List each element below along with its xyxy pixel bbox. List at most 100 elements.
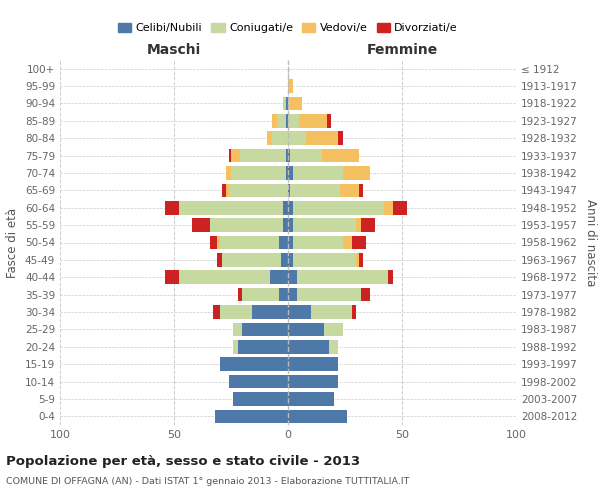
Bar bbox=[343, 236, 352, 250]
Bar bbox=[165, 201, 179, 214]
Bar bbox=[288, 96, 290, 110]
Bar bbox=[288, 305, 311, 319]
Bar bbox=[288, 358, 338, 371]
Bar bbox=[325, 322, 343, 336]
Bar bbox=[272, 114, 277, 128]
Text: Femmine: Femmine bbox=[367, 42, 437, 56]
Bar bbox=[286, 114, 288, 128]
Bar bbox=[288, 149, 290, 162]
Bar bbox=[192, 218, 211, 232]
Bar bbox=[231, 166, 286, 180]
Bar bbox=[359, 184, 363, 197]
Bar bbox=[213, 305, 220, 319]
Bar bbox=[288, 80, 293, 93]
Bar bbox=[283, 201, 288, 214]
Bar bbox=[299, 114, 327, 128]
Bar bbox=[220, 358, 288, 371]
Bar bbox=[268, 132, 272, 145]
Bar bbox=[297, 288, 361, 302]
Bar bbox=[288, 340, 329, 353]
Bar bbox=[293, 201, 384, 214]
Bar bbox=[222, 253, 281, 266]
Bar bbox=[288, 166, 293, 180]
Bar bbox=[327, 114, 331, 128]
Bar bbox=[283, 96, 286, 110]
Bar bbox=[233, 392, 288, 406]
Bar bbox=[293, 236, 343, 250]
Bar bbox=[272, 132, 288, 145]
Bar bbox=[290, 149, 322, 162]
Bar bbox=[288, 218, 293, 232]
Bar bbox=[220, 236, 279, 250]
Bar bbox=[356, 218, 361, 232]
Bar bbox=[286, 149, 288, 162]
Bar bbox=[290, 184, 340, 197]
Bar bbox=[179, 270, 270, 284]
Bar bbox=[222, 184, 226, 197]
Legend: Celibi/Nubili, Coniugati/e, Vedovi/e, Divorziati/e: Celibi/Nubili, Coniugati/e, Vedovi/e, Di… bbox=[113, 18, 463, 38]
Bar bbox=[226, 184, 229, 197]
Bar bbox=[306, 132, 338, 145]
Bar bbox=[220, 305, 251, 319]
Bar bbox=[242, 322, 288, 336]
Bar bbox=[322, 149, 359, 162]
Bar bbox=[288, 132, 306, 145]
Bar bbox=[233, 322, 242, 336]
Bar bbox=[238, 288, 242, 302]
Bar bbox=[361, 218, 374, 232]
Bar bbox=[288, 322, 325, 336]
Bar bbox=[329, 340, 338, 353]
Bar bbox=[288, 253, 293, 266]
Bar bbox=[233, 340, 238, 353]
Bar bbox=[226, 166, 231, 180]
Bar bbox=[384, 201, 393, 214]
Bar bbox=[359, 253, 363, 266]
Bar bbox=[231, 149, 240, 162]
Bar bbox=[352, 305, 356, 319]
Bar bbox=[293, 253, 356, 266]
Bar bbox=[277, 114, 286, 128]
Bar bbox=[240, 149, 286, 162]
Text: COMUNE DI OFFAGNA (AN) - Dati ISTAT 1° gennaio 2013 - Elaborazione TUTTITALIA.IT: COMUNE DI OFFAGNA (AN) - Dati ISTAT 1° g… bbox=[6, 478, 409, 486]
Text: Popolazione per età, sesso e stato civile - 2013: Popolazione per età, sesso e stato civil… bbox=[6, 455, 360, 468]
Bar bbox=[343, 166, 370, 180]
Bar bbox=[288, 288, 297, 302]
Bar bbox=[251, 305, 288, 319]
Bar bbox=[288, 201, 293, 214]
Bar bbox=[281, 253, 288, 266]
Bar bbox=[270, 270, 288, 284]
Bar bbox=[288, 236, 293, 250]
Bar bbox=[290, 96, 302, 110]
Bar bbox=[165, 270, 179, 284]
Bar bbox=[356, 253, 359, 266]
Bar bbox=[217, 253, 222, 266]
Bar bbox=[238, 340, 288, 353]
Bar bbox=[288, 114, 299, 128]
Bar bbox=[229, 375, 288, 388]
Bar bbox=[211, 236, 217, 250]
Bar bbox=[311, 305, 352, 319]
Bar bbox=[340, 184, 359, 197]
Text: Maschi: Maschi bbox=[147, 42, 201, 56]
Bar bbox=[217, 236, 220, 250]
Bar bbox=[229, 184, 288, 197]
Bar bbox=[352, 236, 365, 250]
Bar bbox=[286, 96, 288, 110]
Bar bbox=[242, 288, 279, 302]
Bar bbox=[293, 218, 356, 232]
Bar bbox=[288, 270, 297, 284]
Bar bbox=[288, 184, 290, 197]
Bar bbox=[361, 288, 370, 302]
Bar bbox=[297, 270, 388, 284]
Bar bbox=[393, 201, 407, 214]
Bar bbox=[286, 166, 288, 180]
Bar bbox=[288, 410, 347, 423]
Bar bbox=[293, 166, 343, 180]
Y-axis label: Fasce di età: Fasce di età bbox=[7, 208, 19, 278]
Bar bbox=[179, 201, 283, 214]
Bar bbox=[211, 218, 283, 232]
Y-axis label: Anni di nascita: Anni di nascita bbox=[584, 199, 597, 286]
Bar bbox=[388, 270, 393, 284]
Bar bbox=[288, 392, 334, 406]
Bar bbox=[283, 218, 288, 232]
